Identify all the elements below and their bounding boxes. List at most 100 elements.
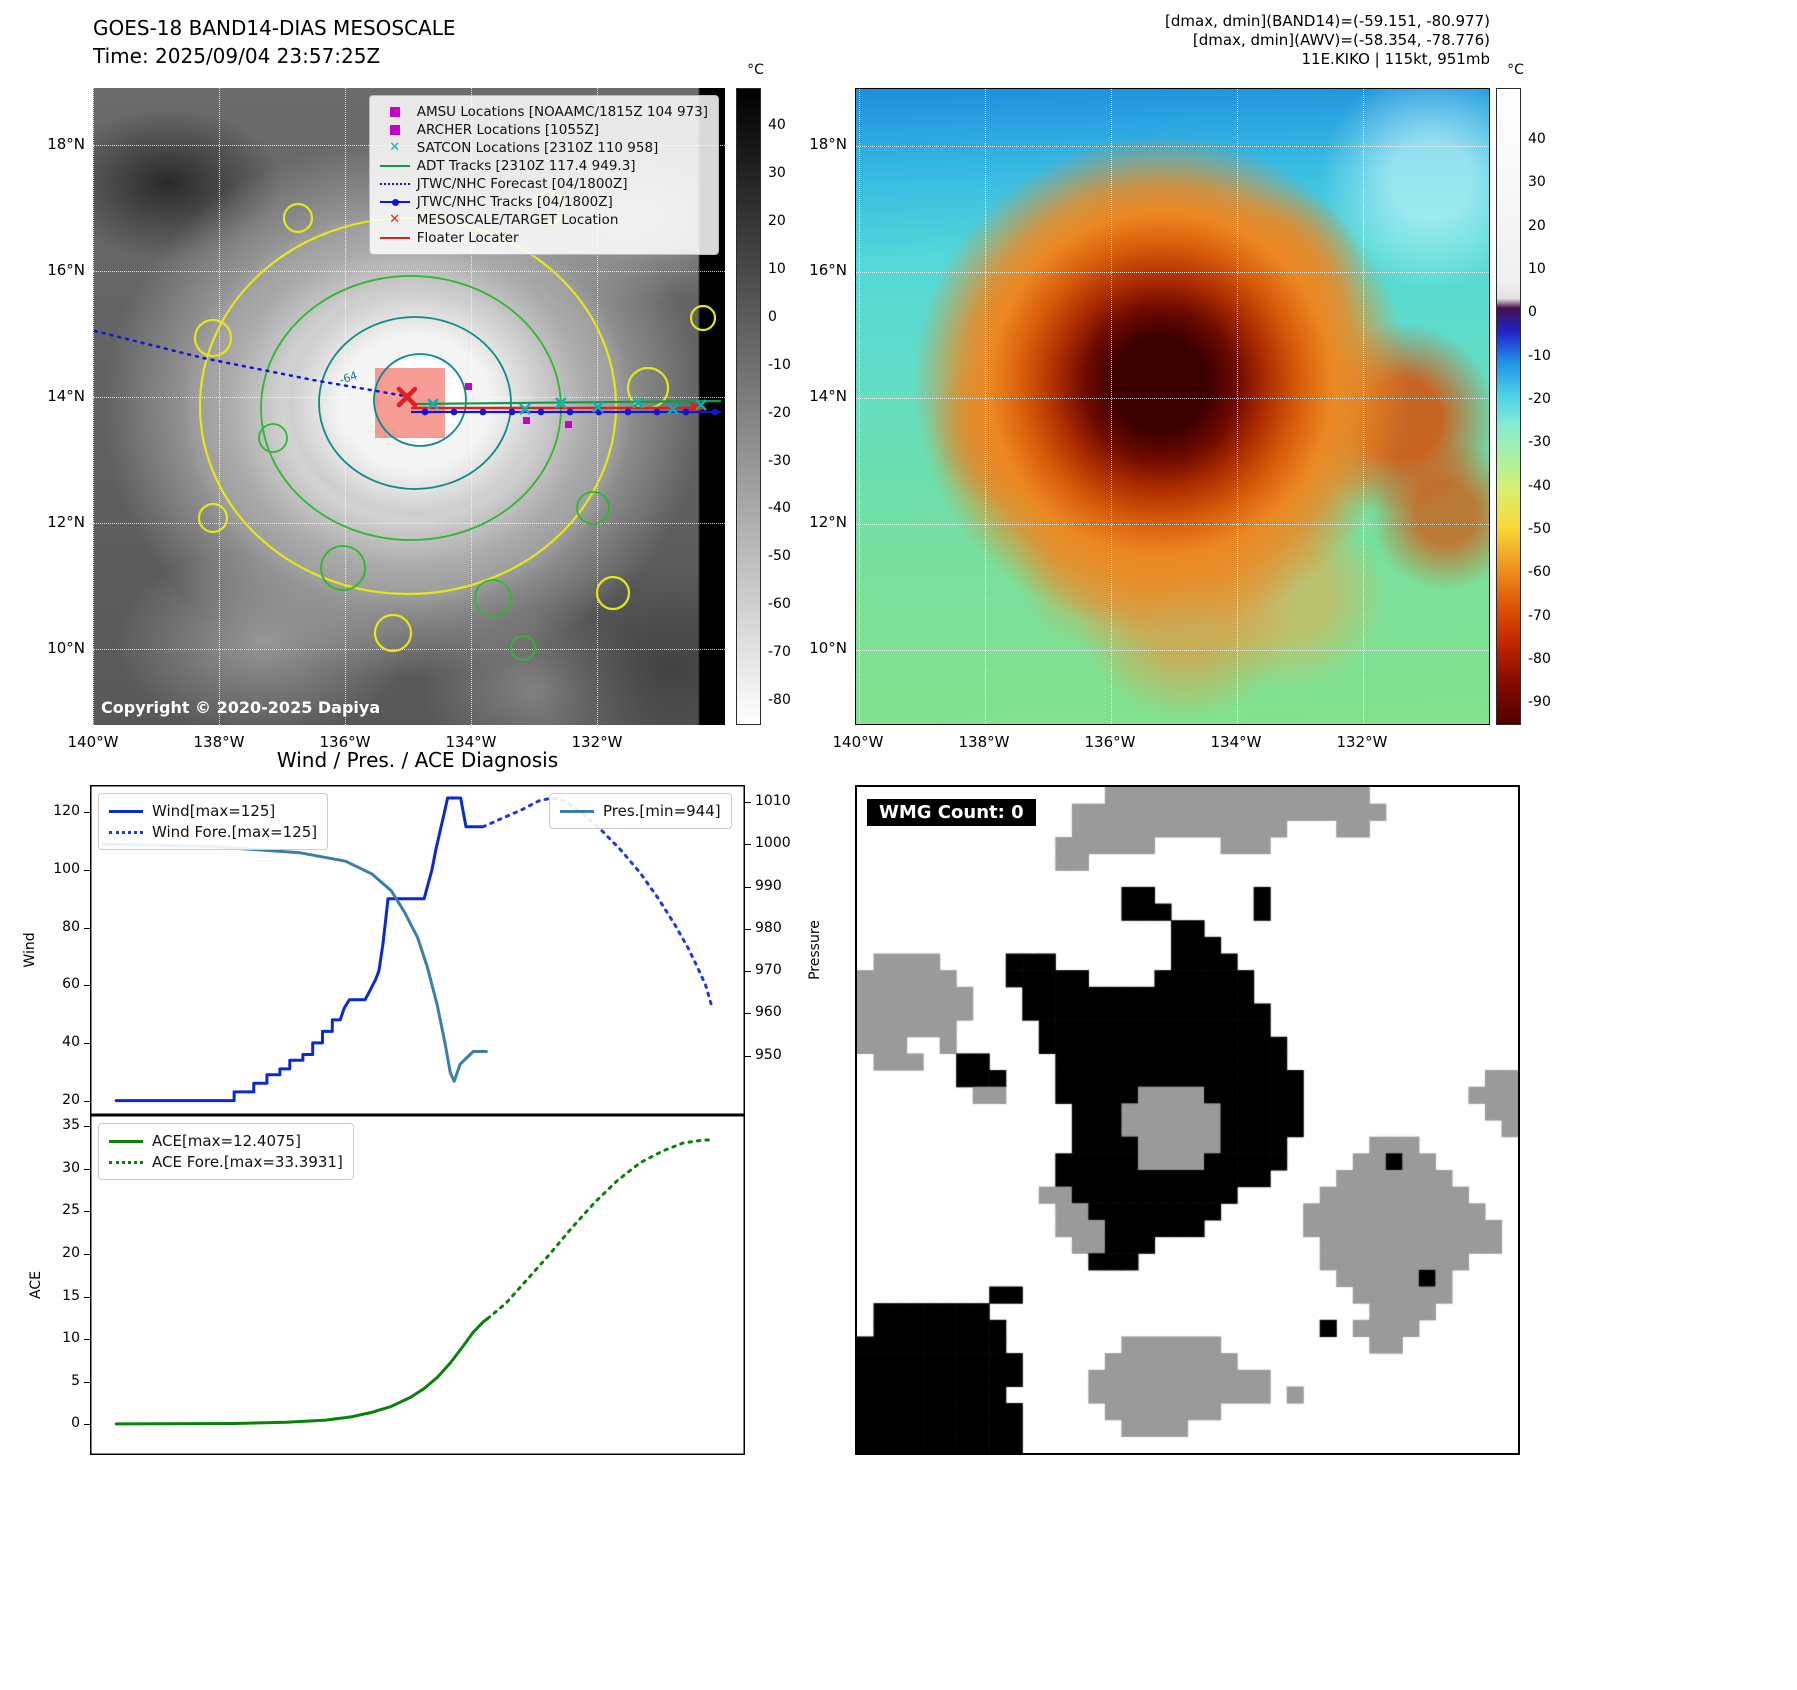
ytick-mark [84,1424,90,1426]
ytick-mark [745,928,751,930]
wmg-count-badge: WMG Count: 0 [867,799,1036,826]
ytick-mark [84,927,90,929]
ytick-mark [84,1126,90,1128]
chart-legend: ACE[max=12.4075] ACE Fore.[max=33.3931] [98,1123,354,1180]
chart-wind_pres [90,785,745,1115]
colorbar-tick-label: 0 [768,308,777,325]
ytick-label: 15 [62,1287,80,1304]
amsu-square-icon [523,417,530,424]
legend-marker-x-icon: ✕ [380,140,410,155]
colorbar-tick-label: -40 [1528,477,1551,494]
ytick-mark [84,1100,90,1102]
grid-line [219,88,220,725]
colorbar-tick-label: -80 [1528,651,1551,667]
colorbar-tick-label: -10 [1528,347,1551,364]
legend-item-label: ACE[max=12.4075] [152,1132,301,1150]
colorbar-tick-label: -20 [1528,391,1551,407]
jtwc-track-point [508,408,516,416]
legend-item: ARCHER Locations [1055Z] [380,122,708,138]
series-ace-fore- [486,1138,716,1321]
lon-tick-label: 132°W [571,733,623,751]
ytick-label: 960 [755,1004,782,1021]
chart-ace [90,1115,745,1455]
lat-tick-label: 10°N [47,639,85,657]
series-wind-fore- [481,796,714,1010]
dmax-dmin-awv: [dmax, dmin](AWV)=(-58.354, -78.776) [1192,31,1490,49]
ytick-label: 35 [62,1117,80,1134]
satcon-x-icon [519,403,531,415]
ytick-label: 990 [755,877,782,894]
left-map-title: GOES-18 BAND14-DIAS MESOSCALE [93,16,456,40]
jtwc-track-point [566,408,574,416]
wind-axis-label: Wind [22,932,38,968]
colorbar-tick-label: -50 [768,548,791,565]
legend-marker-line-icon [379,232,410,245]
ytick-label: 80 [62,918,80,935]
awv-satellite-map [855,88,1490,725]
ytick-label: 20 [62,1091,80,1108]
lon-tick-label: 134°W [445,733,497,751]
colorbar-tick-label: -10 [768,356,791,373]
amsu-square-icon [465,383,472,390]
lon-tick-label: 136°W [1084,733,1136,751]
grid-line [93,523,725,524]
legend-item-label: Wind[max=125] [152,802,276,820]
ytick-mark [745,844,751,846]
ytick-mark [745,1055,751,1057]
series-wind [114,796,485,1103]
contour-label: -64 [338,369,359,387]
ytick-label: 1010 [755,792,791,809]
legend-item-label: JTWC/NHC Tracks [04/1800Z] [416,194,613,210]
legend-item-label: ACE Fore.[max=33.3931] [152,1153,343,1171]
grid-line [856,650,1489,651]
colorbar-tick-label: -50 [1528,521,1551,537]
ytick-mark [84,812,90,814]
colorbar-tick-label: -60 [768,596,791,613]
square-glyph [389,124,400,135]
dmax-dmin-band14: [dmax, dmin](BAND14)=(-59.151, -80.977) [1165,12,1490,30]
lat-tick-label: 18°N [809,135,847,153]
jtwc-track-point [682,408,690,416]
grid-line [856,524,1489,525]
chart-legend: Wind[max=125] Wind Fore.[max=125] [98,793,329,850]
legend-line-icon [109,809,143,813]
lat-tick-label: 14°N [47,387,85,405]
contour-ring-teal-inner [373,353,467,447]
legend-item-label: SATCON Locations [2310Z 110 958] [416,140,659,156]
dotted-line-glyph [379,182,410,185]
colorbar-tick-label: 10 [1528,261,1546,277]
ytick-label: 970 [755,962,782,979]
line-glyph [379,236,410,239]
ytick-mark [745,801,751,803]
legend-line-icon [109,1139,143,1143]
ytick-mark [84,1253,90,1255]
ytick-label: 40 [62,1033,80,1050]
jtwc-track-point [450,408,458,416]
ytick-mark [745,971,751,973]
ytick-label: 60 [62,976,80,993]
legend-line-icon [560,809,594,813]
ytick-label: 950 [755,1046,782,1063]
colorbar-tick-label: -90 [1528,694,1551,711]
ytick-mark [745,886,751,888]
ytick-mark [745,1013,751,1015]
grid-line [345,88,346,725]
legend-item-label: Floater Locater [416,230,519,246]
ytick-mark [84,985,90,987]
colorbar-tick-label: 30 [768,165,786,182]
legend-item-label: Wind Fore.[max=125] [152,823,318,841]
storm-id-intensity: 11E.KIKO | 115kt, 951mb [1301,50,1490,68]
grid-line [985,89,986,724]
jtwc-track-point [711,408,719,416]
ytick-label: 30 [62,1159,80,1176]
forecast-track-line [93,329,407,398]
copyright-text: Copyright © 2020-2025 Dapiya [101,698,381,717]
legend-marker-line-dot-icon [379,196,410,209]
grid-line [471,88,472,725]
grid-line [856,272,1489,273]
lat-tick-label: 14°N [809,387,847,405]
legend-item-label: AMSU Locations [NOAAMC/1815Z 104 973] [416,104,708,120]
dot-glyph [391,198,399,206]
colorbar-tick-label: 0 [1528,304,1537,321]
map-legend: AMSU Locations [NOAAMC/1815Z 104 973] ARC… [368,95,719,255]
